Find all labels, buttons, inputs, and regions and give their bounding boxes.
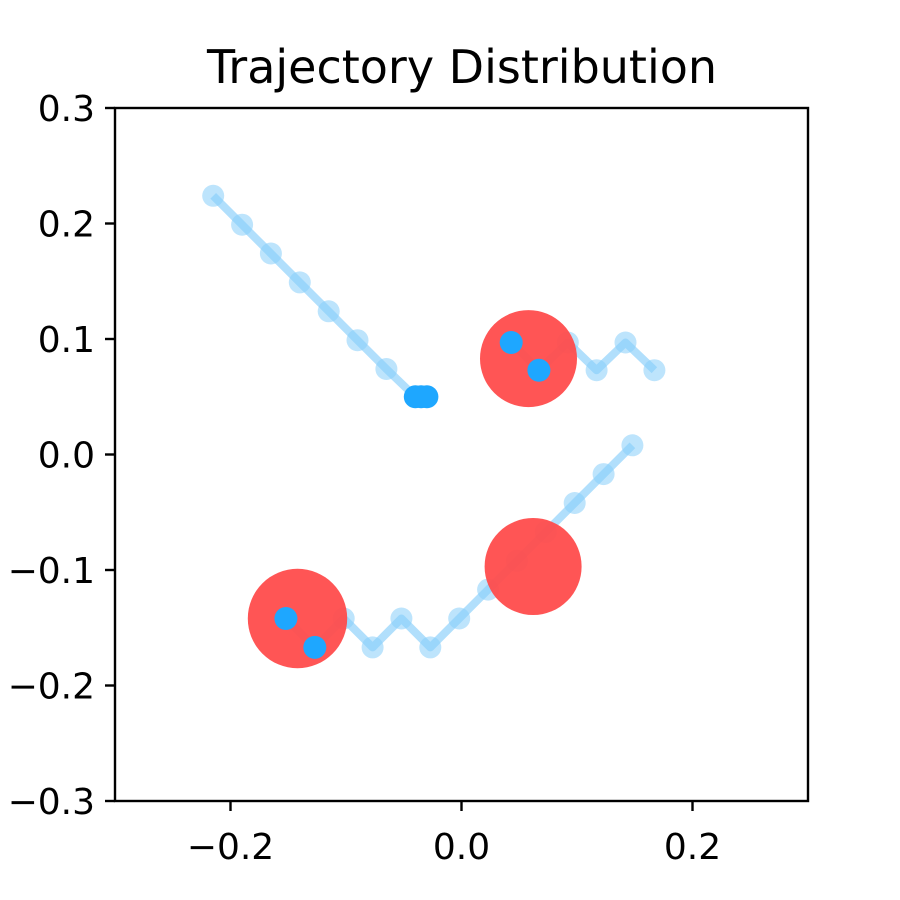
trajectory-point	[419, 636, 442, 659]
highlight-point	[527, 358, 551, 382]
highlight-point	[274, 607, 298, 630]
trajectory-point	[259, 242, 282, 265]
trajectory-point	[448, 607, 471, 630]
trajectory-point	[592, 463, 615, 486]
trajectory-point	[346, 329, 369, 352]
highlight-point	[499, 331, 523, 354]
y-tick-label: 0.1	[38, 320, 95, 361]
trajectory-point	[585, 359, 608, 382]
trajectory-point	[375, 358, 398, 380]
trajectory-point	[614, 331, 637, 354]
y-tick-label: 0.2	[38, 205, 95, 246]
plot-area	[202, 184, 666, 669]
trajectory-point	[202, 184, 225, 207]
region-circle	[484, 518, 582, 615]
x-tick-label: 0.2	[664, 827, 721, 868]
trajectory-point	[231, 213, 254, 236]
trajectory-point	[621, 434, 644, 457]
trajectory-point	[643, 359, 666, 382]
x-tick-label: −0.2	[187, 827, 274, 868]
trajectory-point	[563, 492, 586, 514]
y-tick-label: −0.1	[8, 551, 95, 592]
region-circle	[247, 568, 348, 669]
y-tick-label: 0.3	[38, 89, 95, 130]
plot-frame	[113, 106, 810, 803]
region-circle	[480, 310, 577, 408]
x-tick-label: 0.0	[433, 827, 490, 868]
trajectory-point	[361, 636, 384, 659]
highlight-point	[303, 635, 327, 659]
y-tick-label: −0.2	[8, 667, 95, 708]
axes: −0.2 0.0 0.2 −0.3 −0.2 −0.1 0.0 0.1 0.2 0.3	[8, 89, 722, 868]
trajectory-point	[390, 607, 413, 630]
trajectory-point	[317, 300, 340, 323]
y-tick-label: −0.3	[8, 782, 95, 823]
chart-title: Trajectory Distribution	[206, 40, 717, 94]
highlight-point	[415, 385, 439, 409]
trajectory-point	[288, 271, 311, 294]
y-tick-label: 0.0	[38, 436, 95, 477]
